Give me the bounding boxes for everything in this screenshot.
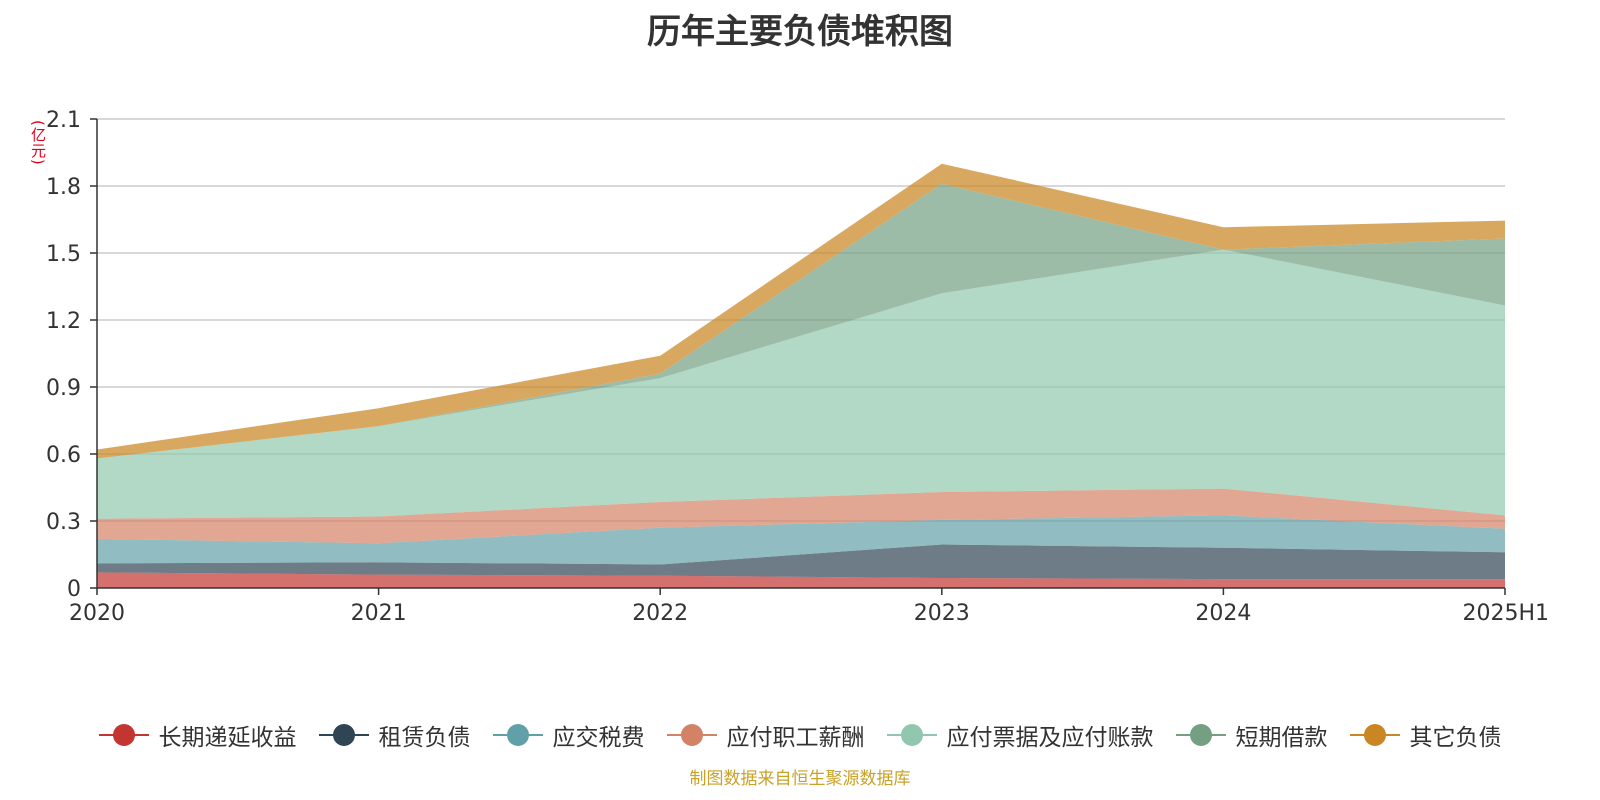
legend-item-1[interactable]: 租赁负债 — [318, 718, 471, 752]
legend-label: 应付职工薪酬 — [726, 725, 865, 751]
area-series-layer — [97, 163, 1505, 588]
area-series-0 — [97, 572, 1505, 588]
legend-item-5[interactable]: 短期借款 — [1175, 718, 1328, 752]
legend-item-3[interactable]: 应付职工薪酬 — [666, 718, 865, 752]
x-tick-label: 2021 — [351, 601, 407, 626]
data-source-note: 制图数据来自恒生聚源数据库 — [689, 769, 911, 789]
y-tick-label: 0 — [67, 577, 81, 602]
y-tick-label: 1.8 — [46, 175, 81, 200]
y-tick-label: 0.3 — [46, 510, 81, 535]
legend-label: 短期借款 — [1235, 725, 1328, 751]
legend-marker-icon — [492, 722, 543, 748]
legend: 长期递延收益 租赁负债 应交税费 应付职工薪酬 应付票据及应付账款 短期借款 其它负债 — [0, 718, 1600, 752]
legend-label: 租赁负债 — [378, 725, 471, 751]
legend-marker-icon — [98, 722, 149, 748]
y-tick-label: 0.6 — [46, 443, 81, 468]
legend-marker-icon — [886, 722, 937, 748]
stacked-area-chart: 0 0.3 0.6 0.9 1.2 1.5 1.8 2.1 2020 2021 2022 2023 20… — [46, 108, 1549, 626]
y-tick-label: 2.1 — [46, 108, 81, 133]
legend-item-4[interactable]: 应付票据及应付账款 — [886, 718, 1154, 752]
y-tick-label: 1.5 — [46, 242, 81, 267]
area-series-3 — [97, 488, 1505, 544]
legend-item-0[interactable]: 长期递延收益 — [98, 718, 297, 752]
chart-title: 历年主要负债堆积图 — [647, 12, 953, 52]
y-tick-label: 0.9 — [46, 376, 81, 401]
legend-label: 长期递延收益 — [158, 725, 297, 751]
legend-label: 其它负债 — [1409, 725, 1502, 751]
x-tick-label: 2024 — [1195, 601, 1251, 626]
legend-label: 应付票据及应付账款 — [946, 725, 1154, 751]
legend-item-2[interactable]: 应交税费 — [492, 718, 645, 752]
legend-marker-icon — [1175, 722, 1226, 748]
axes: 0 0.3 0.6 0.9 1.2 1.5 1.8 2.1 2020 2021 2022 2023 20… — [46, 108, 1549, 626]
x-tick-label: 2025H1 — [1462, 601, 1549, 626]
area-series-6 — [97, 163, 1505, 459]
x-tick-label: 2023 — [914, 601, 970, 626]
x-tick-label: 2020 — [69, 601, 125, 626]
legend-marker-icon — [1349, 722, 1400, 748]
legend-marker-icon — [318, 722, 369, 748]
area-series-2 — [97, 515, 1505, 565]
y-tick-label: 1.2 — [46, 309, 81, 334]
legend-label: 应交税费 — [552, 725, 645, 751]
legend-marker-icon — [666, 722, 717, 748]
area-series-1 — [97, 544, 1505, 580]
area-series-5 — [97, 183, 1505, 459]
y-axis-unit-label: (亿元) — [29, 120, 47, 166]
x-tick-label: 2022 — [632, 601, 688, 626]
legend-item-6[interactable]: 其它负债 — [1349, 718, 1502, 752]
area-series-4 — [97, 249, 1505, 519]
